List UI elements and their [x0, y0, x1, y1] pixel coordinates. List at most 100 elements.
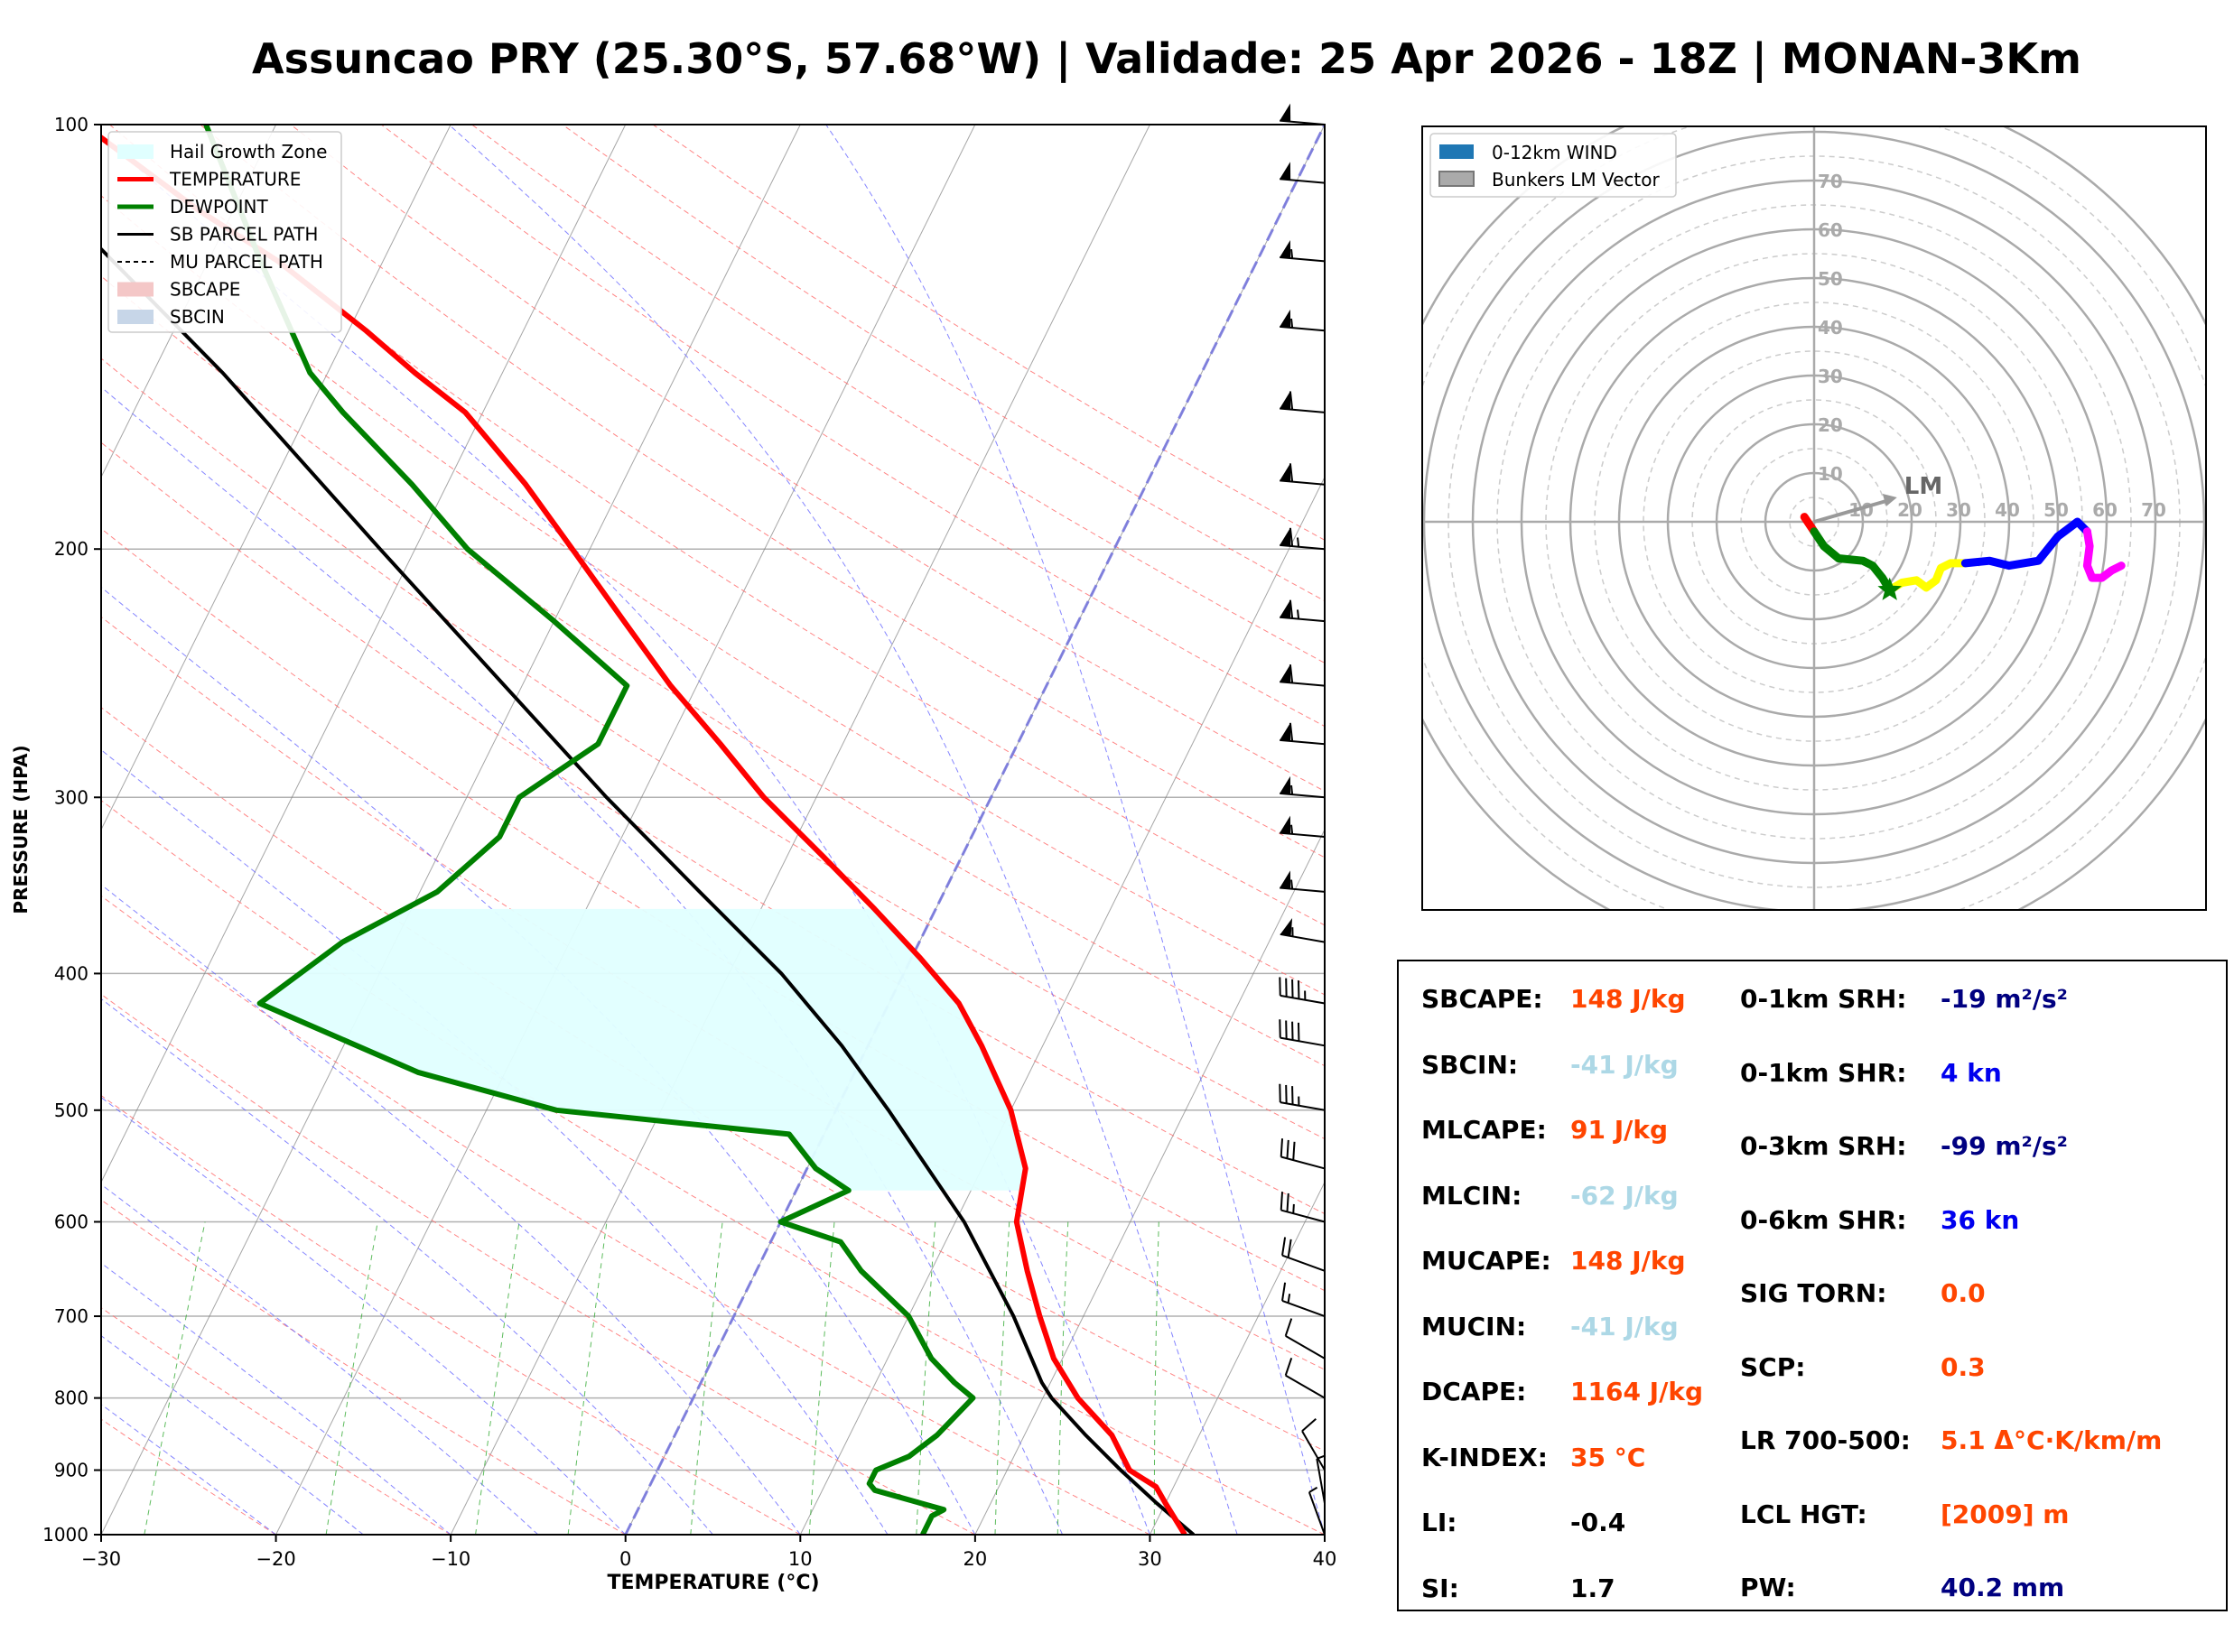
param-value: 0.0 [1941, 1278, 1986, 1308]
hodograph-segment [1800, 513, 1819, 536]
param-value: -62 J/kg [1570, 1180, 1679, 1211]
param-value: 91 J/kg [1570, 1115, 1669, 1145]
wind-barb [1279, 1019, 1326, 1047]
hodograph-ring-label-y: 50 [1818, 268, 1843, 290]
isotherm-line [974, 828, 1325, 1535]
y-tick-label: 300 [54, 786, 88, 808]
param-label: 0-3km SRH: [1740, 1131, 1907, 1161]
wind-barb [1280, 1138, 1326, 1170]
y-tick-label: 400 [54, 962, 88, 984]
isotherm-line [101, 125, 451, 831]
y-tick-label: 1000 [42, 1524, 88, 1545]
hodograph-ring [1520, 227, 2108, 816]
isotherm-line [101, 125, 627, 1183]
wind-barb-full [1289, 527, 1294, 547]
param-label: 0-6km SHR: [1740, 1204, 1907, 1235]
isotherm-line [275, 125, 976, 1535]
x-tick-label: −30 [81, 1548, 121, 1570]
wind-barb [1281, 1282, 1326, 1317]
hodograph-ring-label-x: 10 [1848, 499, 1874, 521]
param-label: LI: [1421, 1508, 1457, 1537]
wind-barb [1280, 1192, 1326, 1223]
moist-adiabat [101, 884, 801, 1535]
wind-barb [1280, 463, 1326, 486]
wind-barb [1280, 391, 1326, 413]
mixing-ratio-line [144, 1221, 206, 1535]
x-tick-label: −10 [431, 1548, 470, 1570]
skew-t-legend: Hail Growth Zone TEMPERATURE DEWPOINT SB PA… [107, 131, 342, 333]
param-label: MUCAPE: [1421, 1246, 1551, 1276]
param-label: SI: [1421, 1573, 1459, 1603]
moist-adiabat [101, 1404, 276, 1535]
param-value: 5.1 Δ°C·K/km/m [1941, 1425, 2163, 1455]
hodograph-marker [1877, 577, 1902, 600]
wind-barb-half [1290, 879, 1294, 889]
moist-adiabat [101, 135, 1150, 1535]
param-label: DCAPE: [1421, 1377, 1527, 1406]
wind-barb-shaft [1280, 1036, 1326, 1047]
wind-barb-shaft [1301, 1430, 1326, 1471]
wind-barb-half [1290, 248, 1294, 259]
dry-adiabat [200, 125, 1325, 858]
hodograph-ring [1568, 276, 2060, 767]
legend-swatch [117, 310, 154, 324]
wind-barb [1280, 599, 1326, 623]
wind-barb-shaft [1280, 792, 1326, 799]
wind-barb-full [1281, 1282, 1287, 1302]
hodograph-ring-minor [1740, 448, 1888, 596]
x-axis-label: TEMPERATURE (°C) [607, 1572, 819, 1594]
dry-adiabat [101, 799, 1325, 1535]
param-value: -19 m²/s² [1941, 984, 2068, 1014]
wind-barb-shaft [1281, 1300, 1326, 1317]
wind-barb [1280, 527, 1326, 551]
mixing-ratio-line [325, 1221, 378, 1535]
dry-adiabat [101, 527, 1325, 1292]
y-tick-label: 700 [54, 1305, 88, 1327]
skew-t-chart: −30 −20 −10 0 10 20 30 40 100 200 300 400 500 600 700 8… [10, 103, 1336, 1594]
chart-title: Assuncao PRY (25.30°S, 57.68°W) | Valida… [252, 34, 2081, 83]
wind-barb-shaft [1280, 994, 1326, 1005]
mixing-ratio-line [475, 1221, 520, 1535]
wind-barb-shaft [1280, 479, 1326, 486]
dry-adiabat [101, 1199, 626, 1535]
wind-barb-half [1308, 1486, 1318, 1493]
mixing-ratio-line [994, 1221, 1010, 1535]
wind-barb-flag [1280, 815, 1291, 834]
wind-barb-full [1284, 1318, 1293, 1337]
hodograph-ring-label-x: 20 [1897, 499, 1922, 521]
dry-adiabat [101, 441, 1325, 1215]
sb-parcel-path-line [101, 246, 1196, 1535]
wind-barb-shaft [1280, 616, 1326, 623]
legend-label: TEMPERATURE [169, 169, 301, 190]
legend-label: DEWPOINT [170, 196, 268, 218]
wind-barb-half [1292, 1203, 1295, 1214]
isotherm-line [1149, 1181, 1325, 1535]
hodograph-ring [1666, 374, 1962, 670]
y-tick-label: 900 [54, 1460, 88, 1481]
wind-barb [1281, 1237, 1326, 1272]
hodograph-ring-label-y: 70 [1818, 171, 1843, 192]
wind-barb-shaft [1280, 1155, 1326, 1170]
hodograph-segment [2082, 527, 2126, 582]
wind-barb [1280, 870, 1326, 893]
wind-barb-full [1301, 1418, 1317, 1432]
isotherm-line [101, 125, 277, 478]
wind-barb [1280, 917, 1326, 943]
wind-barb [1280, 309, 1326, 332]
wind-barb-full [1280, 1138, 1284, 1157]
param-value: 1164 J/kg [1570, 1377, 1703, 1406]
moist-adiabat [101, 586, 976, 1535]
param-value: 0.3 [1941, 1351, 1986, 1382]
hodograph-ring-minor [1422, 126, 2206, 910]
parameters-panel: SBCAPE: 148 J/kg SBCIN: -41 J/kg MLCAPE: 91 J… [1397, 960, 2228, 1611]
hodograph-ring-label-y: 60 [1818, 219, 1843, 241]
dry-adiabat [101, 993, 976, 1535]
x-tick-label: 0 [619, 1548, 631, 1570]
wind-barb-shaft [1280, 681, 1326, 687]
hodograph-ring-minor [1447, 155, 2181, 888]
wind-barb-flag [1280, 463, 1291, 482]
wind-barb-full [1289, 463, 1294, 482]
dry-adiabat [101, 895, 1150, 1535]
lm-vector-label: LM [1904, 473, 1942, 500]
legend-label: Hail Growth Zone [170, 141, 327, 162]
